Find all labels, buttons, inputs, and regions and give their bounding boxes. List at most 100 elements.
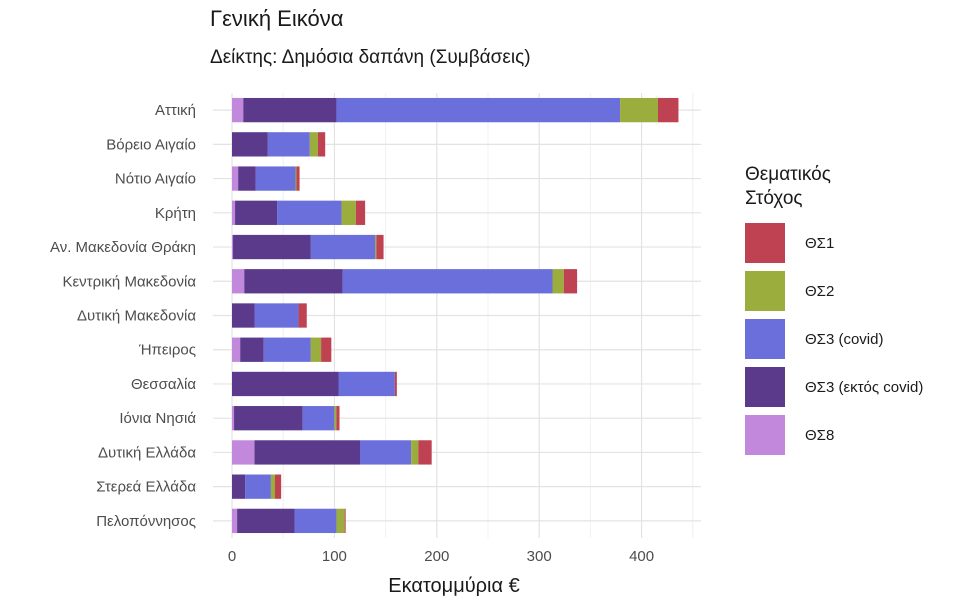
x-axis-title: Εκατομμύρια € xyxy=(388,575,519,597)
bar-segment xyxy=(232,474,246,499)
bar-segment xyxy=(232,371,339,397)
bar-segment xyxy=(232,508,238,534)
y-tick-label: Αν. Μακεδονία Θράκη xyxy=(50,239,196,256)
x-tick-label: 300 xyxy=(527,548,552,565)
bar-segment xyxy=(232,132,268,157)
x-tick-label: 200 xyxy=(424,548,449,565)
y-tick-label: Νότιο Αιγαίο xyxy=(115,171,196,188)
bar-segment xyxy=(232,337,241,362)
bar-segment xyxy=(237,508,295,534)
bar-segment xyxy=(657,97,679,123)
legend-item: ΘΣ8 xyxy=(745,411,923,459)
bar-segment xyxy=(233,234,311,260)
chart-title: Γενική Εικόνα xyxy=(210,6,344,31)
bar-segment xyxy=(232,166,239,191)
legend-swatch xyxy=(745,271,785,311)
bar-segment xyxy=(552,269,564,294)
legend-title: Θεματικός Στόχος xyxy=(745,164,831,209)
bar-segment xyxy=(294,508,337,534)
y-tick-label: Στερεά Ελλάδα xyxy=(96,479,196,496)
bar-segment xyxy=(620,97,658,123)
y-tick-label: Πελοπόννησος xyxy=(96,513,196,530)
bar-segment xyxy=(318,132,326,157)
bar-segment xyxy=(360,440,412,465)
bar-segment xyxy=(310,234,376,260)
legend: Θεματικός Στόχος ΘΣ1 ΘΣ2 ΘΣ3 (covid) ΘΣ3 (ε… xyxy=(745,163,923,459)
bar-segment xyxy=(394,371,397,397)
legend-label: ΘΣ3 (εκτός covid) xyxy=(805,378,924,396)
bar-segment xyxy=(234,406,303,431)
y-tick-label: Κρήτη xyxy=(155,205,196,222)
bar-segment xyxy=(232,200,236,225)
bar-segment xyxy=(355,200,366,225)
bar-segment xyxy=(244,269,343,294)
legend-label: ΘΣ8 xyxy=(805,426,835,444)
bar-segment xyxy=(298,303,307,328)
bar-segment xyxy=(275,474,282,499)
bar-segment xyxy=(232,97,244,123)
legend-label: ΘΣ2 xyxy=(805,282,835,300)
bar-segment xyxy=(375,234,377,260)
bar-segment xyxy=(245,474,271,499)
bar-segment xyxy=(238,166,256,191)
x-tick-label: 400 xyxy=(629,548,654,565)
bar-segment xyxy=(232,234,234,260)
legend-swatch xyxy=(745,415,785,455)
x-axis-ticks: 0 100 200 300 400 xyxy=(228,548,654,565)
bar-segment xyxy=(254,303,299,328)
bar-segment xyxy=(235,200,278,225)
bar-segment xyxy=(232,406,235,431)
y-tick-label: Δυτική Μακεδονία xyxy=(77,308,196,325)
y-tick-label: Δυτική Ελλάδα xyxy=(98,444,196,461)
bar-segment xyxy=(255,166,296,191)
bar-segment xyxy=(243,97,337,123)
bar-segment xyxy=(295,166,297,191)
legend-swatch xyxy=(745,367,785,407)
bar-segment xyxy=(336,406,340,431)
legend-label: ΘΣ3 (covid) xyxy=(805,330,884,348)
bar-segment xyxy=(336,97,621,123)
bar-segment xyxy=(336,508,345,534)
bar-segment xyxy=(334,406,337,431)
bar-segment xyxy=(254,440,360,465)
bar-segment xyxy=(267,132,310,157)
bar-segment xyxy=(240,337,264,362)
bars xyxy=(232,97,679,534)
bar-segment xyxy=(344,508,346,534)
y-tick-label: Αττική xyxy=(155,102,196,119)
legend-swatch xyxy=(745,223,785,263)
bar-segment xyxy=(232,440,255,465)
bar-segment xyxy=(321,337,332,362)
legend-item: ΘΣ3 (εκτός covid) xyxy=(745,363,923,411)
legend-item: ΘΣ3 (covid) xyxy=(745,315,923,363)
bar-segment xyxy=(263,337,311,362)
legend-item: ΘΣ1 xyxy=(745,219,923,267)
bar-segment xyxy=(563,269,578,294)
bar-segment xyxy=(232,269,245,294)
bar-segment xyxy=(376,234,384,260)
legend-swatch xyxy=(745,319,785,359)
bar-segment xyxy=(418,440,432,465)
bar-segment xyxy=(338,371,395,397)
y-axis-ticks: Αττική Βόρειο Αιγαίο Νότιο Αιγαίο Κρήτη Αν. … xyxy=(50,102,196,530)
bar-segment xyxy=(411,440,419,465)
bar-segment xyxy=(309,132,319,157)
y-tick-label: Ήπειρος xyxy=(138,342,196,359)
y-tick-label: Κεντρική Μακεδονία xyxy=(62,273,196,290)
bar-segment xyxy=(232,303,255,328)
y-tick-label: Ιόνια Νησιά xyxy=(119,410,196,427)
bar-segment xyxy=(341,200,356,225)
legend-items: ΘΣ1 ΘΣ2 ΘΣ3 (covid) ΘΣ3 (εκτός covid) ΘΣ8 xyxy=(745,219,923,459)
bar-segment xyxy=(302,406,335,431)
x-tick-label: 0 xyxy=(228,548,236,565)
bar-segment xyxy=(277,200,342,225)
bar-segment xyxy=(296,166,300,191)
bar-segment xyxy=(342,269,553,294)
legend-item: ΘΣ2 xyxy=(745,267,923,315)
y-tick-label: Βόρειο Αιγαίο xyxy=(106,136,196,153)
bar-segment xyxy=(310,337,322,362)
y-tick-label: Θεσσαλία xyxy=(131,376,196,393)
chart-subtitle: Δείκτης: Δημόσια δαπάνη (Συμβάσεις) xyxy=(210,47,531,68)
bar-segment xyxy=(270,474,276,499)
